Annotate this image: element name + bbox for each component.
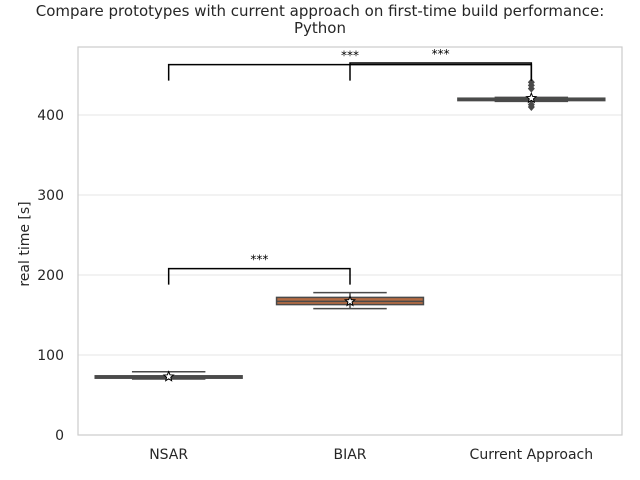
significance-label: *** — [341, 49, 359, 63]
y-tick-label: 200 — [37, 268, 64, 284]
y-tick-label: 100 — [37, 348, 64, 364]
significance-label: *** — [250, 253, 268, 267]
plot-frame — [77, 46, 623, 436]
outlier-point — [527, 100, 535, 109]
x-tick-label: NSAR — [149, 447, 188, 463]
y-tick-label: 300 — [37, 188, 64, 204]
significance-bracket — [349, 62, 533, 81]
x-tick-label: BIAR — [333, 447, 366, 463]
significance-bracket — [167, 267, 351, 285]
chart-title-line-1: Compare prototypes with current approach… — [35, 2, 605, 20]
outlier-point — [527, 78, 535, 87]
mean-marker — [525, 91, 538, 104]
mean-marker — [343, 295, 357, 307]
y-tick-label: 0 — [55, 428, 64, 444]
y-tick-label: 400 — [37, 108, 64, 124]
chart-title-line-2: Python — [294, 19, 346, 37]
significance-label: *** — [432, 47, 450, 61]
x-tick-label: Current Approach — [470, 447, 594, 463]
mean-marker — [162, 370, 175, 382]
